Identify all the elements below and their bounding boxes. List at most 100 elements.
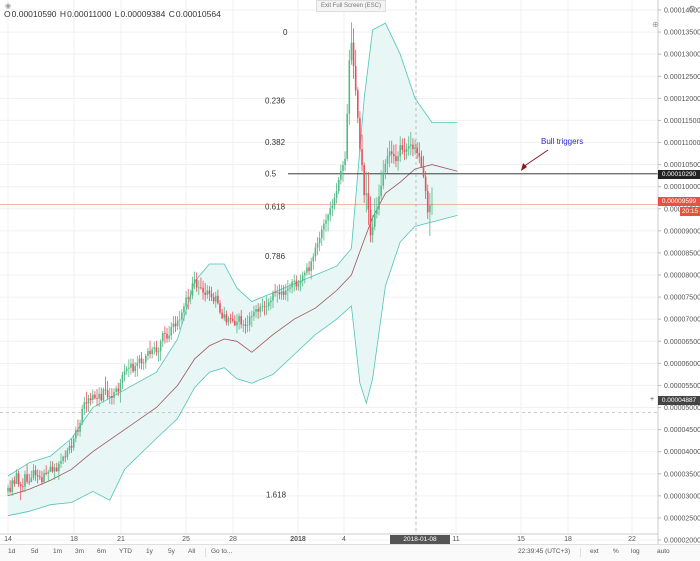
candle-body <box>204 292 206 295</box>
candle-body <box>248 316 251 325</box>
candle-body <box>225 314 228 323</box>
candle-body <box>426 191 429 213</box>
candle-body <box>329 208 332 215</box>
ohlc-open-value: 0.00010590 <box>11 9 57 19</box>
arrow-shaft <box>522 149 549 168</box>
candle-body <box>77 430 79 432</box>
y-tick-label: 0.00002500 <box>664 515 700 522</box>
y-tick-label: 0.00007500 <box>664 295 700 302</box>
exit-fullscreen-button[interactable]: Exit Full Screen (ESC) <box>316 0 386 12</box>
candle-body <box>79 422 81 432</box>
candle-body <box>259 306 262 312</box>
zoom-in-icon[interactable]: ⊕ <box>652 20 659 29</box>
candle-body <box>363 165 365 196</box>
clock-display[interactable]: 22:39:45 (UTC+3) <box>518 548 571 555</box>
candle-body <box>352 42 355 67</box>
candle-body <box>55 467 58 472</box>
price-axis[interactable]: 0.00014000 0.00013500 0.00013000 0.00012500… <box>657 0 700 545</box>
range-5y-button[interactable]: 5y <box>168 548 175 555</box>
arrow-head <box>521 163 527 171</box>
candle-body <box>155 347 158 353</box>
candle-body <box>43 472 45 483</box>
fib-level-label: 0.618 <box>265 203 286 212</box>
candle-body <box>202 287 204 293</box>
candle-body <box>115 388 117 393</box>
y-tick-label: 0.00008500 <box>664 250 700 257</box>
range-all-button[interactable]: All <box>188 548 196 555</box>
candle-body <box>223 314 226 319</box>
candle-body <box>28 481 30 483</box>
candle-body <box>401 145 404 151</box>
candle-body <box>7 487 9 492</box>
candle-body <box>397 156 399 162</box>
candle-body <box>30 477 33 483</box>
candle-body <box>331 205 334 209</box>
candle-body <box>32 470 35 478</box>
extended-hours-toggle[interactable]: ext <box>590 548 599 555</box>
x-tick-label: 2018 <box>290 536 306 543</box>
candle-body <box>19 484 22 487</box>
candle-body <box>70 445 73 448</box>
candle-body <box>270 300 272 303</box>
candle-body <box>227 318 230 323</box>
candle-body <box>94 394 96 399</box>
percent-scale-toggle[interactable]: % <box>613 548 619 555</box>
crosshair-plus-icon[interactable]: + <box>650 396 655 403</box>
candle-body <box>337 179 340 192</box>
candle-body <box>361 149 363 166</box>
candle-body <box>9 487 11 492</box>
candle-body <box>22 486 24 487</box>
candle-body <box>403 150 406 152</box>
time-axis[interactable]: 141821252820184811151822 <box>0 533 658 543</box>
fib-level-label: 0 <box>283 28 288 37</box>
candle-body <box>217 295 219 304</box>
candle-body <box>412 144 414 150</box>
candle-body <box>371 226 374 236</box>
range-1d-button[interactable]: 1d <box>8 548 16 555</box>
candle-body <box>299 280 302 284</box>
candle-body <box>136 362 139 366</box>
y-tick-label: 0.00011500 <box>664 118 700 125</box>
candle-body <box>382 172 385 186</box>
gear-icon[interactable]: ⚙ <box>688 4 697 14</box>
candle-body <box>17 473 20 485</box>
range-5d-button[interactable]: 5d <box>31 548 39 555</box>
candle-body <box>304 272 306 276</box>
candle-body <box>405 148 408 152</box>
x-tick-label: 11 <box>452 536 459 543</box>
visibility-eye-icon[interactable]: ◉ <box>5 3 12 10</box>
candle-body <box>291 281 293 288</box>
candle-body <box>81 408 83 423</box>
ohlc-close-label: C <box>168 9 175 19</box>
x-tick-label: 21 <box>117 536 125 543</box>
range-ytd-button[interactable]: YTD <box>119 548 132 555</box>
log-scale-toggle[interactable]: log <box>631 548 640 555</box>
y-tick-label: 0.00003500 <box>664 471 700 478</box>
range-1y-button[interactable]: 1y <box>146 548 153 555</box>
ohlc-legend: O0.00010590 H0.00011000 L0.00009384 C0.0… <box>4 9 222 19</box>
candle-body <box>104 389 107 391</box>
candle-body <box>236 321 238 326</box>
candle-body <box>117 388 120 392</box>
candle-body <box>340 170 342 180</box>
range-6m-button[interactable]: 6m <box>97 548 107 555</box>
candle-body <box>350 42 353 61</box>
ohlc-low-value: 0.00009384 <box>120 9 166 19</box>
candle-body <box>280 291 283 295</box>
candle-body <box>96 398 98 400</box>
auto-scale-toggle[interactable]: auto <box>657 548 670 555</box>
candle-body <box>261 306 264 308</box>
goto-date-button[interactable]: Go to... <box>211 548 233 555</box>
range-1m-button[interactable]: 1m <box>53 548 63 555</box>
candle-body <box>187 297 189 299</box>
range-3m-button[interactable]: 3m <box>75 548 85 555</box>
candle-body <box>159 341 162 352</box>
y-tick-label: 0.00009000 <box>664 228 700 235</box>
candle-body <box>53 467 56 472</box>
y-tick-label: 0.00007000 <box>664 317 700 324</box>
candle-body <box>174 323 177 327</box>
candle-body <box>348 60 351 114</box>
candle-body <box>323 223 325 230</box>
candle-body <box>357 90 359 118</box>
